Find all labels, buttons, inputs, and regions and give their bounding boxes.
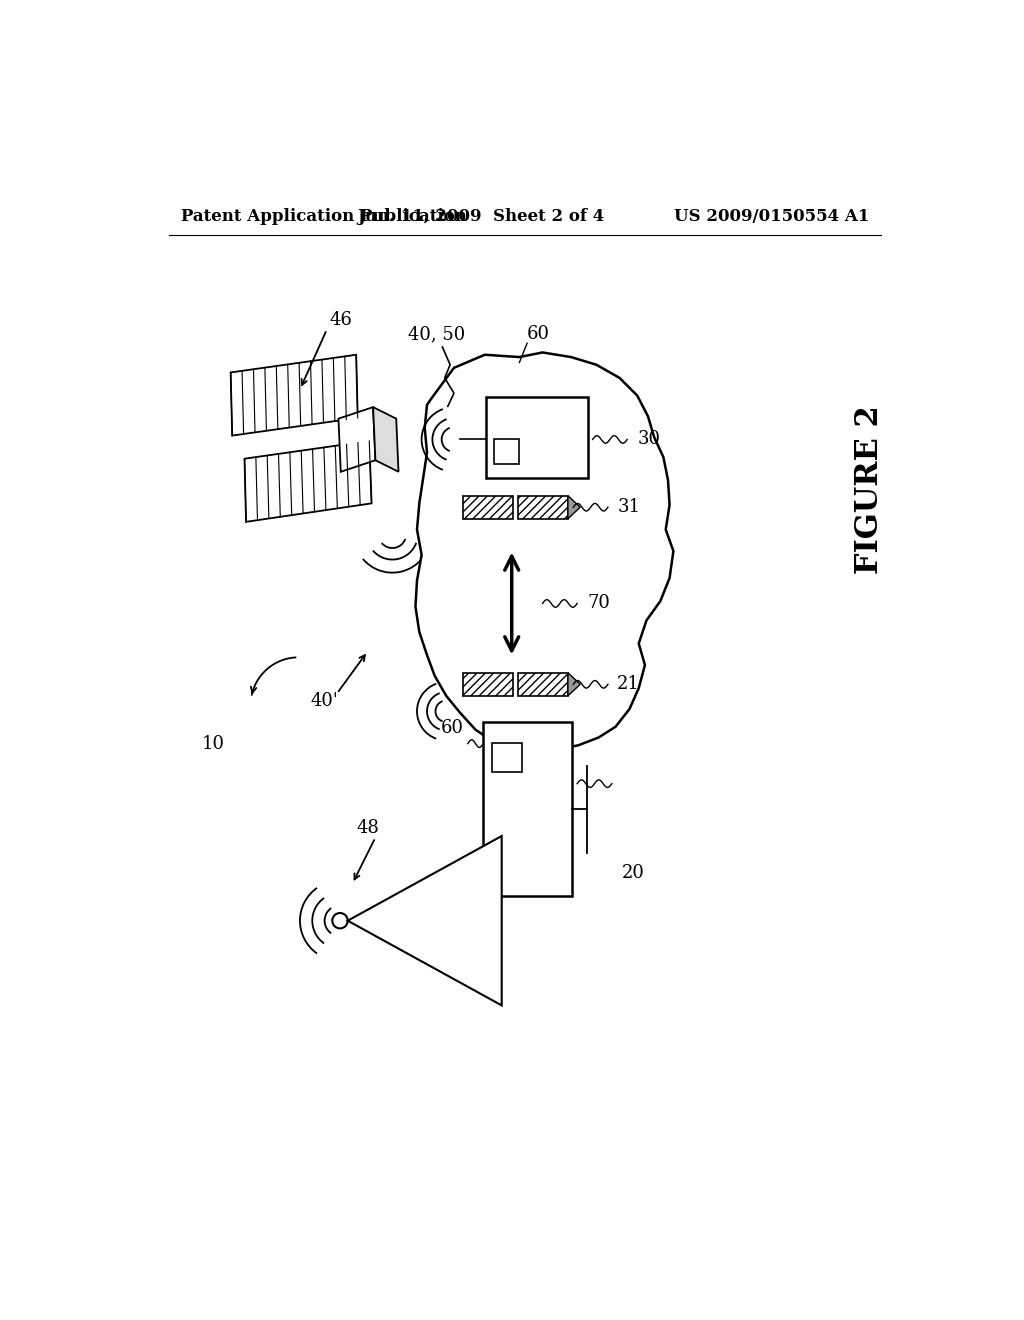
Text: 60: 60: [441, 719, 464, 737]
Text: 30: 30: [637, 430, 660, 449]
Bar: [518, 495, 568, 519]
Text: 70: 70: [587, 594, 610, 612]
Polygon shape: [245, 441, 372, 521]
Bar: [483, 722, 571, 896]
Text: US 2009/0150554 A1: US 2009/0150554 A1: [675, 207, 869, 224]
Text: 60: 60: [527, 325, 550, 343]
Bar: [493, 743, 521, 772]
Text: Jun. 11, 2009  Sheet 2 of 4: Jun. 11, 2009 Sheet 2 of 4: [357, 207, 604, 224]
Text: 48: 48: [356, 820, 379, 837]
Text: 31: 31: [617, 498, 640, 516]
Polygon shape: [568, 496, 581, 519]
Polygon shape: [416, 352, 674, 752]
Bar: [518, 673, 568, 696]
Polygon shape: [373, 407, 398, 471]
Polygon shape: [230, 355, 357, 436]
Circle shape: [333, 913, 348, 928]
Bar: [494, 440, 518, 465]
Text: 21: 21: [617, 676, 640, 693]
Bar: [463, 673, 513, 696]
Text: Patent Application Publication: Patent Application Publication: [180, 207, 467, 224]
Polygon shape: [568, 673, 581, 696]
Text: 46: 46: [330, 312, 352, 329]
Text: 20: 20: [622, 865, 645, 882]
Text: FIGURE 2: FIGURE 2: [854, 405, 886, 574]
Bar: [463, 495, 513, 519]
Text: 40, 50: 40, 50: [409, 325, 466, 343]
Bar: [486, 397, 588, 478]
Polygon shape: [339, 407, 376, 471]
Text: 10: 10: [202, 735, 225, 752]
Text: 40': 40': [310, 692, 339, 710]
Polygon shape: [348, 836, 502, 1006]
